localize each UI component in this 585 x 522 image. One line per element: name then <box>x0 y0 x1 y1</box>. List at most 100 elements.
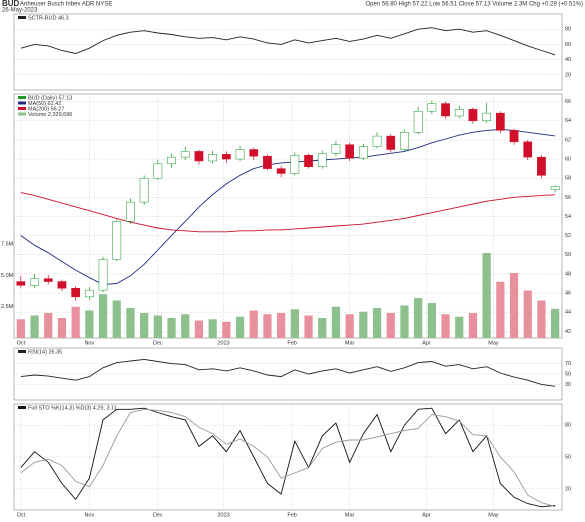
candle-body <box>84 289 94 298</box>
volume-bar <box>441 314 450 338</box>
x-tick-label: May <box>488 512 499 518</box>
x-tick-label: Mar <box>345 512 355 518</box>
candle-body <box>112 221 122 260</box>
volume-bar <box>455 316 464 338</box>
legend-swatch <box>18 107 26 110</box>
panel-frame <box>13 93 563 339</box>
y-tick-label: 60 <box>565 157 571 163</box>
candle-body <box>153 163 163 179</box>
y-tick-label: 60 <box>565 42 571 48</box>
x-tick-label: Nov <box>84 340 94 346</box>
volume-bar <box>331 306 341 338</box>
candle-body <box>194 151 204 162</box>
y-tick-label: 42 <box>565 329 571 335</box>
volume-bar <box>85 310 94 338</box>
candle-body <box>495 112 505 131</box>
candle-body <box>98 259 108 291</box>
volume-bar <box>345 314 354 338</box>
y-tick-label: 56 <box>565 195 571 201</box>
candle-body <box>71 287 81 298</box>
legend-swatch <box>18 101 26 105</box>
volume-bar <box>16 319 25 338</box>
x-tick-label: 2023 <box>217 340 229 346</box>
volume-bar <box>194 320 204 338</box>
symbol: BUD <box>2 0 20 8</box>
candle-body <box>208 154 218 162</box>
y-tick-label: 54 <box>565 214 571 220</box>
x-tick-label: Oct <box>17 340 26 346</box>
legend-entry: SCTR-BUD 46.3 <box>28 15 69 21</box>
legend-entry: BUD (Daily) 57.13 <box>28 95 72 101</box>
volume-bar <box>235 316 245 338</box>
name: Anheuser Busch Inbev ADR NYSE <box>20 2 112 8</box>
volume-bar <box>290 309 299 338</box>
volume-tick-label: 2.5M <box>1 304 14 310</box>
candle-body <box>372 135 382 147</box>
y-tick-label: 62 <box>565 137 571 143</box>
volume-bar <box>222 321 231 338</box>
volume-bar <box>496 281 505 338</box>
volume-bar <box>263 314 272 338</box>
series-line <box>20 192 556 233</box>
volume-bar <box>181 314 190 338</box>
volume-bar <box>523 290 532 338</box>
volume-bar <box>30 315 39 338</box>
volume-bar <box>386 313 395 338</box>
date: 26-May-2023 <box>2 8 38 14</box>
candle-body <box>358 146 368 159</box>
y-tick-label: 66 <box>565 99 571 105</box>
volume-bar <box>277 313 286 338</box>
y-tick-label: 64 <box>565 118 571 124</box>
volume-tick-label: 7.5M <box>1 242 14 248</box>
x-tick-label: Oct <box>17 512 26 518</box>
legend-swatch <box>18 16 26 19</box>
x-tick-label: Apr <box>422 512 431 518</box>
candle-body <box>139 177 149 203</box>
candle-body <box>345 144 355 159</box>
candle-body <box>331 144 341 154</box>
candle-body <box>304 154 313 167</box>
legend-entry: MA(50) 62.42 <box>28 101 61 107</box>
legend-swatch <box>18 112 26 116</box>
candle-body <box>290 154 300 174</box>
candle-body <box>454 109 464 117</box>
candle-body <box>427 103 437 112</box>
legend-swatch <box>18 350 26 353</box>
volume-bar <box>98 294 108 338</box>
volume-bar <box>551 308 560 338</box>
volume-bar <box>468 313 478 338</box>
candle-body <box>126 201 135 222</box>
candle-body <box>57 281 67 289</box>
volume-bar <box>249 310 258 338</box>
volume-bar <box>304 315 313 338</box>
candle-body <box>523 141 533 158</box>
candle-body <box>550 186 560 190</box>
x-tick-label: Dec <box>153 512 163 518</box>
legend-entry: MA(200) 56.27 <box>28 106 64 112</box>
candle-body <box>276 168 286 174</box>
series-line <box>20 358 556 387</box>
volume-bar <box>112 300 121 338</box>
series-line <box>20 27 556 56</box>
x-tick-label: Dec <box>153 340 163 346</box>
y-tick-label: 46 <box>565 290 571 296</box>
candle-body <box>468 109 478 122</box>
y-tick-label: 40 <box>565 57 571 63</box>
volume-bar <box>414 298 423 338</box>
y-tick-label: 80 <box>565 423 571 429</box>
y-tick-label: 70 <box>565 361 571 367</box>
x-tick-label: Feb <box>287 512 296 518</box>
y-tick-label: 44 <box>565 310 571 316</box>
candle-body <box>386 135 396 150</box>
x-tick-label: Mar <box>345 340 355 346</box>
legend-entry: Full STO %K(14,3) %D(3) 4.29, 3.11 <box>28 405 117 411</box>
volume-bar <box>318 318 327 338</box>
x-tick-label: Nov <box>84 512 94 518</box>
volume-bar <box>71 306 80 338</box>
volume-bar <box>427 303 436 338</box>
volume-tick-label: 5.0M <box>1 273 14 279</box>
quote: Open 56.80 High 57.22 Low 56.51 Close 57… <box>366 2 583 8</box>
volume-bar <box>140 313 149 338</box>
